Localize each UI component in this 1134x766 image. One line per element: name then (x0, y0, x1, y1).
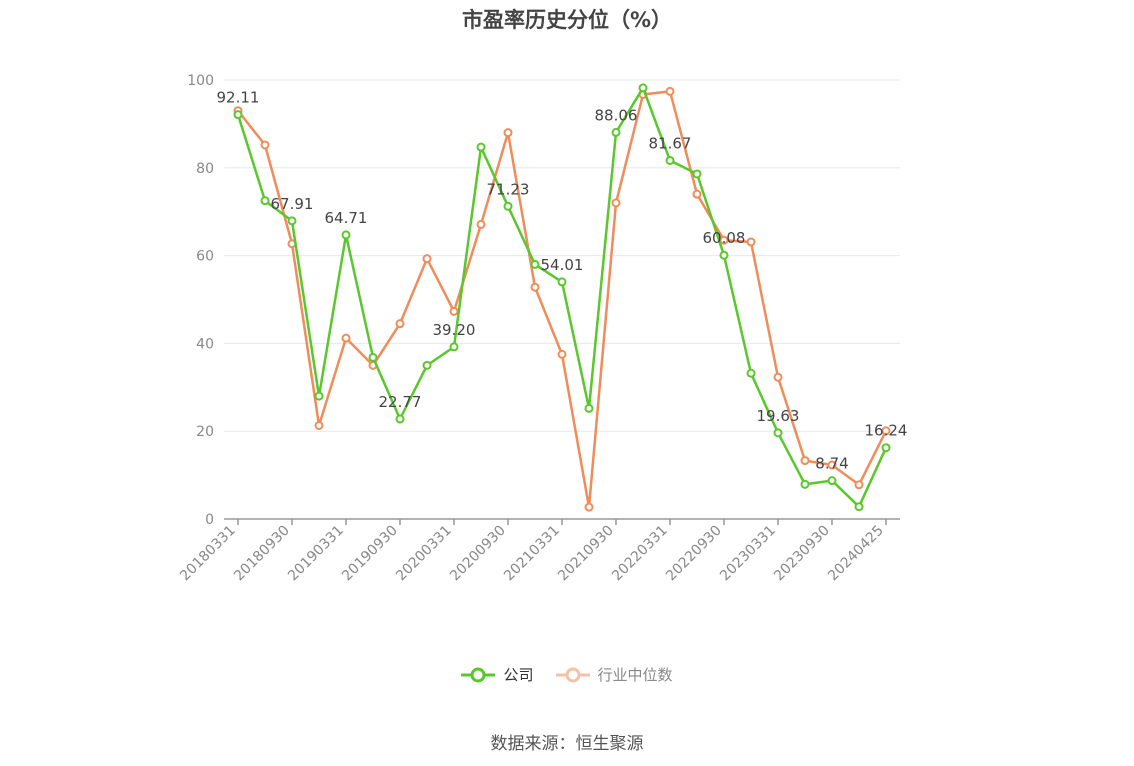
data-label: 71.23 (487, 180, 530, 198)
industry-point (827, 460, 837, 470)
x-tick-label: 20190331 (285, 523, 347, 585)
industry-point (611, 198, 621, 208)
company-point (395, 414, 405, 424)
y-tick-label: 80 (196, 161, 214, 177)
company-point (557, 277, 567, 287)
company-point (800, 479, 810, 489)
industry-point (881, 426, 891, 436)
industry-point (341, 333, 351, 343)
company-point (773, 428, 783, 438)
industry-point (260, 140, 270, 150)
industry-point (530, 282, 540, 292)
data-labels: 92.11 67.91 64.71 22.77 39.20 71.23 54.01 88.06… (217, 89, 908, 473)
industry-point (692, 189, 702, 199)
company-point (584, 403, 594, 413)
industry-point (584, 502, 594, 512)
y-tick-label: 20 (196, 424, 214, 440)
company-point (233, 110, 243, 120)
company-point (476, 142, 486, 152)
company-point (665, 155, 675, 165)
company-point (638, 83, 648, 93)
data-label: 92.11 (217, 89, 260, 107)
company-point (854, 502, 864, 512)
company-point (449, 342, 459, 352)
x-tick-label: 20210930 (555, 523, 617, 585)
company-point (827, 476, 837, 486)
y-tick-label: 40 (196, 336, 214, 352)
x-tick-label: 20220930 (663, 523, 725, 585)
industry-point (773, 372, 783, 382)
industry-point (395, 319, 405, 329)
grid-lines (224, 79, 900, 432)
data-label: 60.08 (703, 229, 746, 247)
legend: 公司 行业中位数 (0, 664, 1134, 685)
data-label: 64.71 (325, 209, 368, 227)
y-axis-ticks: 0 20 40 60 80 100 (187, 73, 214, 528)
x-tick-label: 20210331 (501, 523, 563, 585)
x-tick-label: 20240425 (825, 523, 887, 585)
y-tick-label: 0 (205, 512, 214, 528)
legend-company-marker (461, 667, 496, 682)
x-tick-label: 20200331 (393, 523, 455, 585)
data-label: 22.77 (379, 393, 422, 411)
data-label: 54.01 (541, 256, 584, 274)
data-label: 81.67 (649, 134, 692, 152)
company-point (341, 230, 351, 240)
data-label: 39.20 (433, 321, 476, 339)
x-tick-label: 20230930 (771, 523, 833, 585)
company-point (881, 443, 891, 453)
industry-point (800, 456, 810, 466)
x-tick-label: 20220331 (609, 523, 671, 585)
company-point (611, 127, 621, 137)
company-point (530, 259, 540, 269)
company-point (260, 196, 270, 206)
data-label: 16.24 (865, 422, 908, 440)
industry-point (422, 254, 432, 264)
legend-industry-label: 行业中位数 (597, 666, 673, 684)
series-company[interactable] (233, 83, 891, 512)
company-point (368, 352, 378, 362)
data-label: 67.91 (271, 195, 314, 213)
x-axis: 2018033120180930201903312019093020200331… (177, 518, 900, 585)
x-tick-label: 20180331 (177, 523, 239, 585)
company-point (719, 250, 729, 260)
x-tick-label: 20230331 (717, 523, 779, 585)
industry-point (746, 237, 756, 247)
legend-company-label: 公司 (503, 666, 534, 684)
chart-svg: 0 20 40 60 80 100 201803312018093020190331201… (177, 73, 908, 585)
company-point (692, 169, 702, 179)
legend-item-company[interactable]: 公司 (461, 664, 534, 685)
industry-point (557, 349, 567, 359)
company-point (503, 201, 513, 211)
company-line (236, 86, 888, 508)
y-tick-label: 60 (196, 249, 214, 265)
company-point (287, 216, 297, 226)
industry-point (719, 235, 729, 245)
data-label: 19.63 (757, 407, 800, 425)
data-label: 88.06 (595, 106, 638, 124)
x-tick-label: 20180930 (231, 523, 293, 585)
x-tick-label: 20190930 (339, 523, 401, 585)
y-tick-label: 100 (187, 73, 214, 89)
data-label: 8.74 (815, 455, 848, 473)
chart-title: 市盈率历史分位（%） (461, 8, 673, 32)
x-tick-label: 20200930 (447, 523, 509, 585)
industry-point (449, 306, 459, 316)
legend-industry-marker (555, 667, 590, 682)
industry-point (314, 420, 324, 430)
industry-point (665, 86, 675, 96)
series-industry[interactable] (233, 86, 891, 512)
company-point (314, 391, 324, 401)
industry-point (854, 480, 864, 490)
legend-item-industry[interactable]: 行业中位数 (555, 664, 673, 685)
company-point (746, 368, 756, 378)
industry-point (503, 128, 513, 138)
source-note: 数据来源：恒生聚源 (490, 734, 644, 754)
industry-point (476, 219, 486, 229)
company-point (422, 360, 432, 370)
